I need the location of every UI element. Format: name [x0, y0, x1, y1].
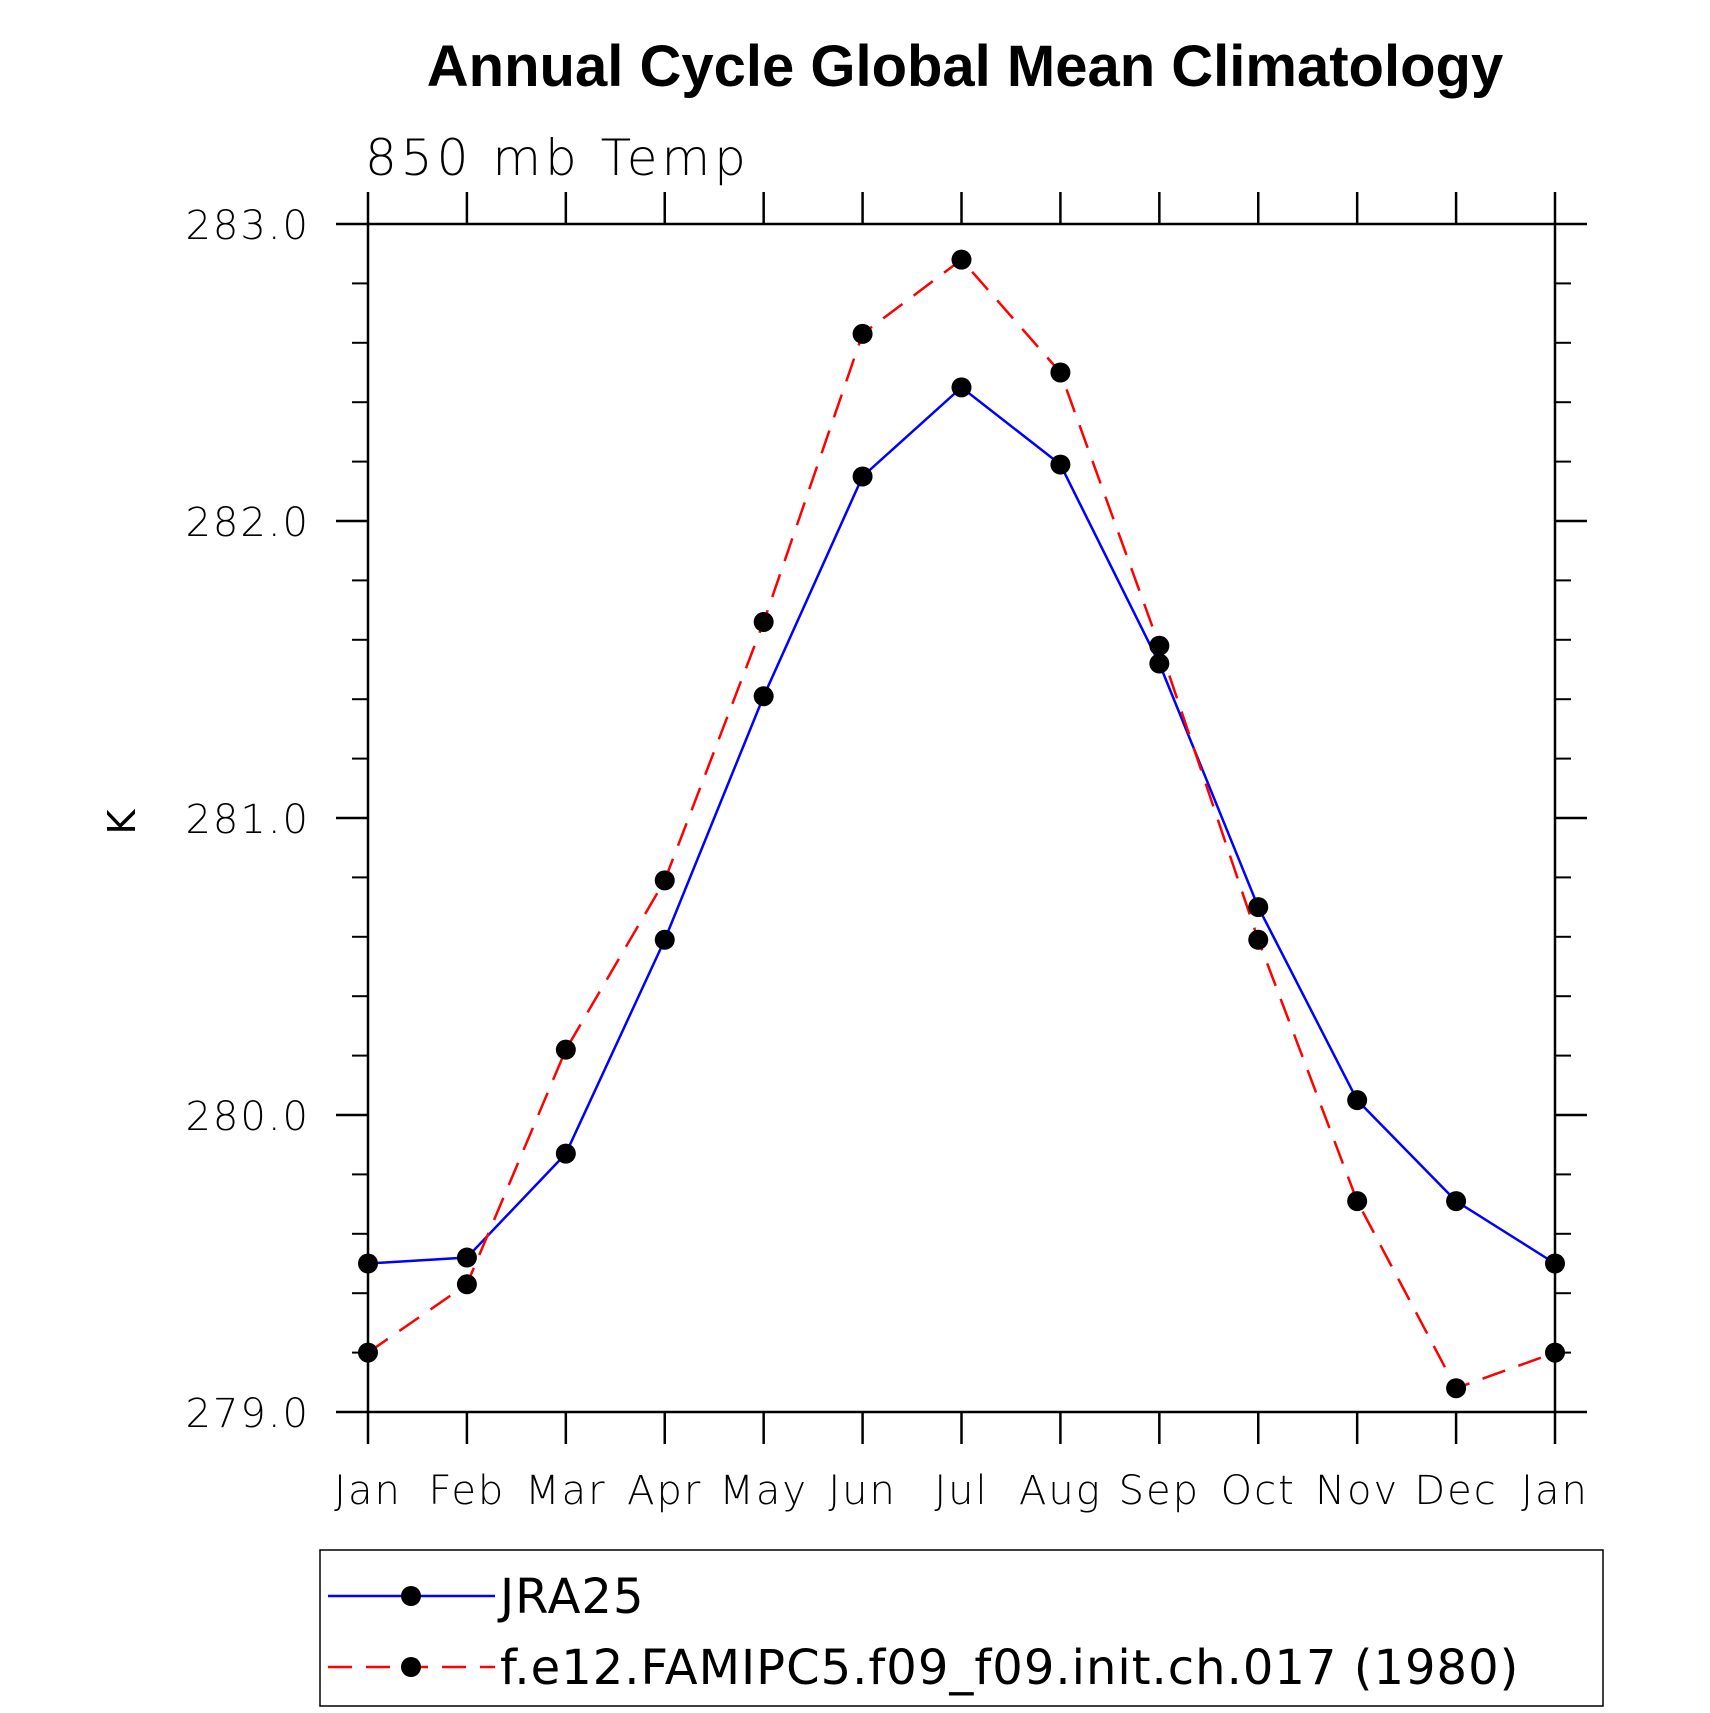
- series-layer: [358, 249, 1565, 1399]
- plot-frame: [366, 222, 1557, 1414]
- legend-marker-model: [401, 1657, 421, 1677]
- legend-marker-jra25: [401, 1586, 421, 1606]
- data-point-series-0: [1248, 897, 1269, 918]
- data-point-series-1: [753, 611, 774, 632]
- data-point-series-0: [1545, 1253, 1565, 1274]
- data-point-series-1: [951, 249, 972, 270]
- data-point-series-0: [1446, 1191, 1467, 1212]
- data-point-series-0: [358, 1253, 378, 1274]
- y-tick-label: 282.0: [185, 500, 310, 546]
- x-tick-label: Mar: [525, 1468, 606, 1514]
- y-axis-label: K: [100, 808, 144, 834]
- data-point-series-0: [753, 686, 774, 707]
- series-line-1: [367, 257, 1556, 1390]
- y-tick-label: 279.0: [185, 1391, 310, 1437]
- data-point-series-0: [951, 377, 972, 398]
- x-tick-label: Jun: [828, 1468, 897, 1514]
- y-tick-label: 281.0: [185, 797, 310, 843]
- data-point-series-1: [358, 1342, 378, 1363]
- data-point-series-0: [1050, 454, 1071, 475]
- data-point-series-0: [1149, 653, 1170, 674]
- data-point-series-1: [852, 323, 873, 344]
- data-point-series-1: [1446, 1378, 1467, 1399]
- x-tick-label: Feb: [429, 1468, 506, 1514]
- y-tick-label: 283.0: [185, 203, 310, 249]
- legend-box: [319, 1549, 1604, 1707]
- legend-label-model: f.e12.FAMIPC5.f09_f09.init.ch.017 (1980): [500, 1640, 1519, 1696]
- y-tick-label: 280.0: [185, 1094, 310, 1140]
- x-tick-label: Nov: [1315, 1468, 1399, 1514]
- data-point-series-0: [555, 1143, 576, 1164]
- x-tick-label: Apr: [627, 1468, 702, 1514]
- chart-title: Annual Cycle Global Mean Climatology: [427, 34, 1503, 99]
- x-tick-label: Dec: [1414, 1468, 1497, 1514]
- data-point-series-0: [1347, 1090, 1368, 1111]
- data-point-series-1: [456, 1274, 477, 1295]
- data-point-series-0: [852, 466, 873, 487]
- x-tick-label: Jul: [934, 1468, 988, 1514]
- data-point-series-1: [654, 870, 675, 891]
- data-point-series-1: [555, 1039, 576, 1060]
- x-tick-label: Oct: [1221, 1468, 1296, 1514]
- data-point-series-1: [1545, 1342, 1565, 1363]
- data-point-series-1: [1149, 635, 1170, 656]
- chart-subtitle: 850 mb Temp: [365, 129, 750, 187]
- legend-label-jra25: JRA25: [497, 1569, 644, 1625]
- x-tick-label: Jan: [334, 1468, 402, 1514]
- x-tick-label: May: [719, 1468, 808, 1514]
- x-tick-label: Jan: [1521, 1468, 1589, 1514]
- data-point-series-1: [1347, 1191, 1368, 1212]
- x-tick-label: Sep: [1119, 1468, 1200, 1514]
- data-point-series-1: [1248, 929, 1269, 950]
- data-point-series-0: [654, 929, 675, 950]
- plot-axes: Jan Feb Mar Apr May Jun Jul Aug Sep Oct Nov Dec Jan 2…: [185, 192, 1589, 1514]
- data-point-series-0: [456, 1247, 477, 1268]
- legend: JRA25 f.e12.FAMIPC5.f09_f09.init.ch.017 …: [319, 1549, 1604, 1707]
- series-line-0: [367, 385, 1556, 1265]
- x-tick-label: Aug: [1019, 1468, 1102, 1514]
- data-point-series-1: [1050, 362, 1071, 383]
